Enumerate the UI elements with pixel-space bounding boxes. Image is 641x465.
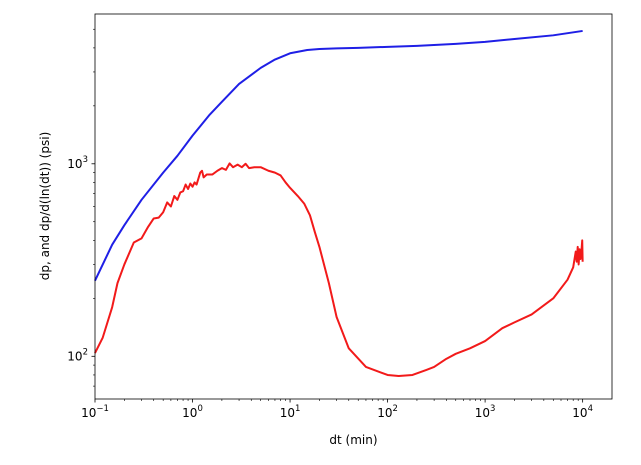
plot-frame: [94, 13, 613, 400]
y-ticks: 102 103: [67, 28, 95, 387]
y-axis-title: dp, and dp/d(ln(dt)) (psi): [38, 132, 52, 281]
x-tick-label: 10−1: [81, 404, 109, 420]
x-tick-label: 102: [377, 404, 398, 420]
x-tick-label: 104: [572, 404, 593, 420]
x-tick-label: 100: [182, 404, 203, 420]
y-tick-label: 103: [67, 155, 88, 171]
series-line-2: [94, 162, 584, 377]
series-layer: [94, 29, 584, 377]
y-tick-label: 102: [67, 347, 88, 363]
plot-background: [95, 14, 612, 399]
x-ticks: 10−1 100 101 102 103 104: [81, 399, 593, 420]
x-tick-label: 103: [475, 404, 496, 420]
x-tick-label: 101: [280, 404, 301, 420]
series-line-1: [94, 29, 583, 282]
x-axis-title: dt (min): [329, 433, 377, 447]
